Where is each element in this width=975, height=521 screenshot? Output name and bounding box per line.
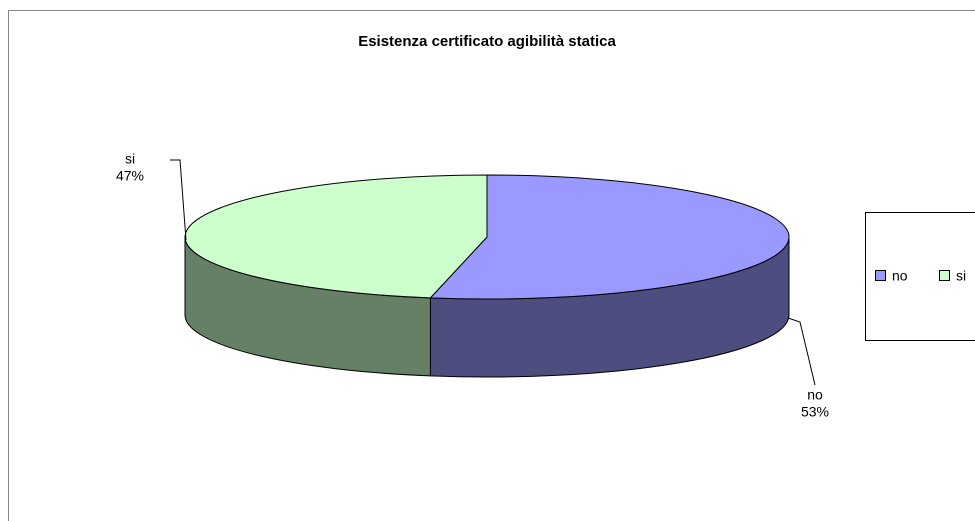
leader-line	[170, 159, 187, 241]
data-label-name: no	[807, 387, 823, 403]
chart-border	[8, 10, 975, 521]
chart-title: Esistenza certificato agibilità statica	[358, 33, 616, 50]
legend-label: si	[956, 268, 966, 284]
pie-slice	[429, 174, 790, 300]
data-label-name: si	[125, 151, 135, 167]
leader-line	[787, 317, 816, 386]
pie-slice	[184, 174, 488, 299]
legend-swatch	[875, 270, 886, 281]
legend-swatch	[939, 270, 950, 281]
legend-label: no	[892, 268, 908, 284]
data-label-value: 47%	[116, 168, 144, 184]
data-label-value: 53%	[801, 404, 829, 420]
